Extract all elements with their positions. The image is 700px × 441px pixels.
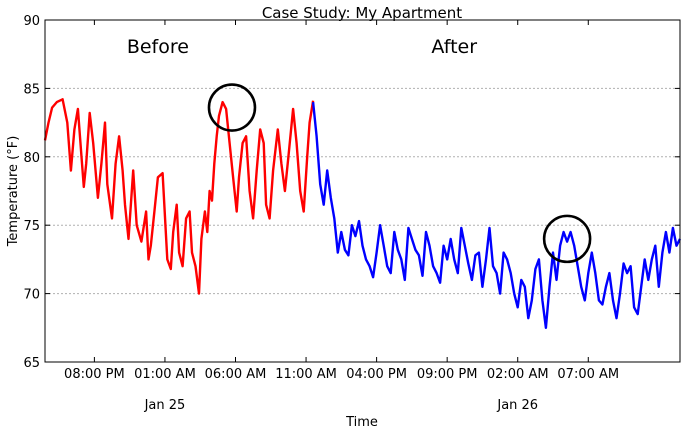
annotations: Before After [127, 36, 592, 264]
plot-frame [44, 19, 681, 363]
x-tick-label: 02:00 AM [487, 367, 549, 382]
y-tick-label: 85 [23, 82, 40, 97]
y-tick-label: 80 [23, 151, 40, 166]
y-tick-label: 65 [23, 356, 40, 371]
x-tick-label: 06:00 AM [205, 367, 267, 382]
y-tick-label: 90 [23, 14, 40, 29]
annotation-label: Before [127, 36, 189, 58]
series-layer [43, 98, 682, 329]
chart-title: Case Study: My Apartment [262, 4, 462, 22]
annotation-label: After [431, 36, 477, 58]
highlight-circle [542, 214, 592, 264]
x-axis-label: Time [345, 415, 378, 430]
y-axis-label: Temperature (°F) [6, 136, 21, 248]
x-tick-label: 08:00 PM [64, 367, 125, 382]
highlight-circle [207, 83, 257, 132]
x-tick-label: 11:00 AM [275, 367, 337, 382]
x-date-label: Jan 26 [496, 398, 538, 413]
x-axis: 08:00 PM 01:00 AM 06:00 AM 11:00 AM 04:00 PM… [64, 20, 619, 413]
y-axis: 65 70 75 80 85 90 [23, 14, 680, 371]
grid-lines [45, 87, 680, 295]
x-tick-label: 07:00 AM [557, 367, 619, 382]
series-line-0 [43, 98, 315, 295]
y-tick-label: 70 [23, 288, 40, 303]
x-tick-label: 04:00 PM [346, 367, 407, 382]
x-tick-label: 09:00 PM [417, 367, 478, 382]
x-date-label: Jan 25 [144, 398, 186, 413]
y-tick-label: 75 [23, 219, 40, 234]
series-line-1 [311, 101, 682, 329]
x-tick-label: 01:00 AM [134, 367, 196, 382]
